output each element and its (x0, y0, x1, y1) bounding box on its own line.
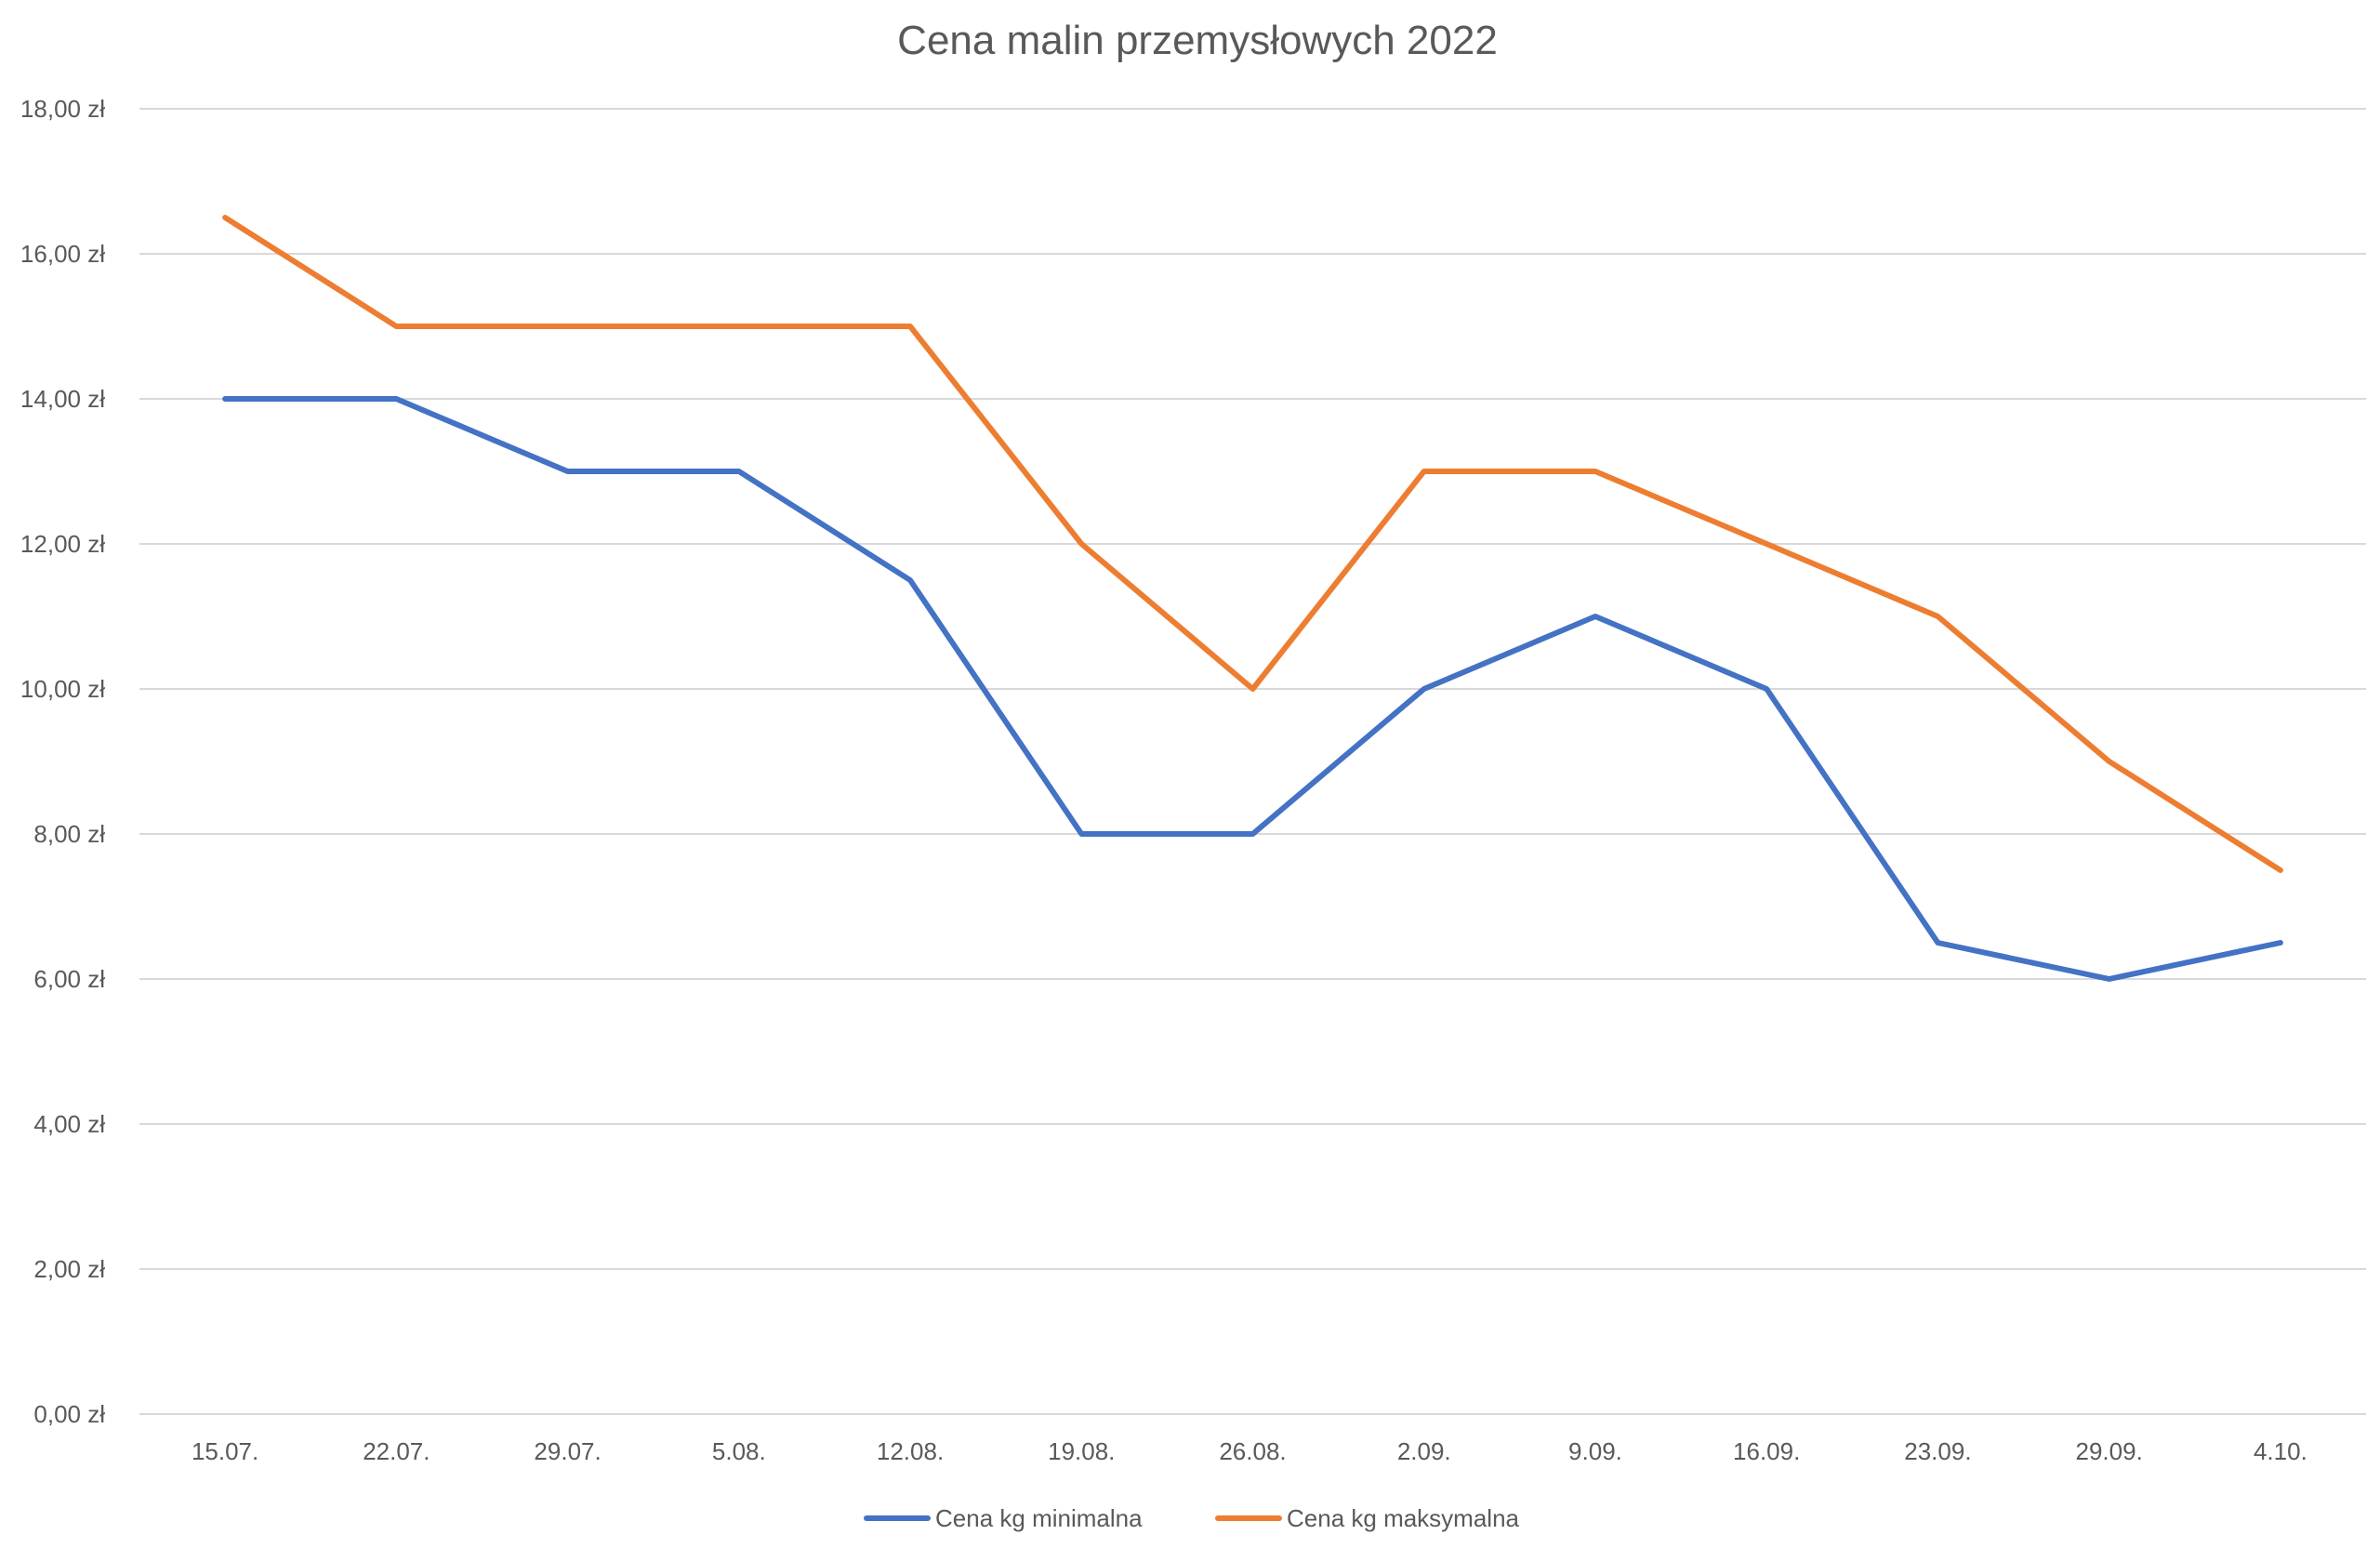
x-tick-label: 19.08. (1048, 1437, 1115, 1465)
x-tick-label: 4.10. (2254, 1437, 2307, 1465)
legend: Cena kg minimalna Cena kg maksymalna (864, 1504, 1520, 1532)
y-tick-label: 6,00 zł (33, 965, 105, 993)
x-tick-label: 9.09. (1568, 1437, 1622, 1465)
legend-label: Cena kg maksymalna (1287, 1504, 1520, 1532)
x-tick-label: 16.09. (1733, 1437, 1800, 1465)
y-tick-label: 8,00 zł (33, 820, 105, 848)
x-tick-label: 26.08. (1219, 1437, 1286, 1465)
x-tick-label: 5.08. (712, 1437, 766, 1465)
x-tick-label: 15.07. (192, 1437, 258, 1465)
x-tick-label: 23.09. (1904, 1437, 1971, 1465)
x-tick-label: 29.09. (2076, 1437, 2143, 1465)
y-tick-label: 18,00 zł (20, 95, 105, 123)
y-tick-label: 0,00 zł (33, 1400, 105, 1428)
y-axis-ticks: 0,00 zł 2,00 zł 4,00 zł 6,00 zł 8,00 zł 10,00… (20, 95, 105, 1428)
x-axis-ticks: 15.07. 22.07. 29.07. 5.08. 12.08. 19.08. 26.08… (192, 1437, 2307, 1465)
y-tick-label: 14,00 zł (20, 385, 105, 413)
x-tick-label: 2.09. (1397, 1437, 1451, 1465)
series-line-maksymalna (222, 215, 2283, 873)
y-tick-label: 4,00 zł (33, 1110, 105, 1138)
chart-title: Cena malin przemysłowych 2022 (897, 18, 1498, 63)
x-tick-label: 22.07. (363, 1437, 430, 1465)
y-tick-label: 16,00 zł (20, 240, 105, 268)
y-tick-label: 12,00 zł (20, 530, 105, 558)
x-tick-label: 29.07. (534, 1437, 601, 1465)
legend-label: Cena kg minimalna (935, 1504, 1143, 1532)
gridlines (139, 108, 2366, 1415)
x-tick-label: 12.08. (877, 1437, 944, 1465)
series-line-minimalna (222, 396, 2283, 982)
series-lines (222, 215, 2283, 982)
y-tick-label: 10,00 zł (20, 675, 105, 703)
y-tick-label: 2,00 zł (33, 1255, 105, 1283)
